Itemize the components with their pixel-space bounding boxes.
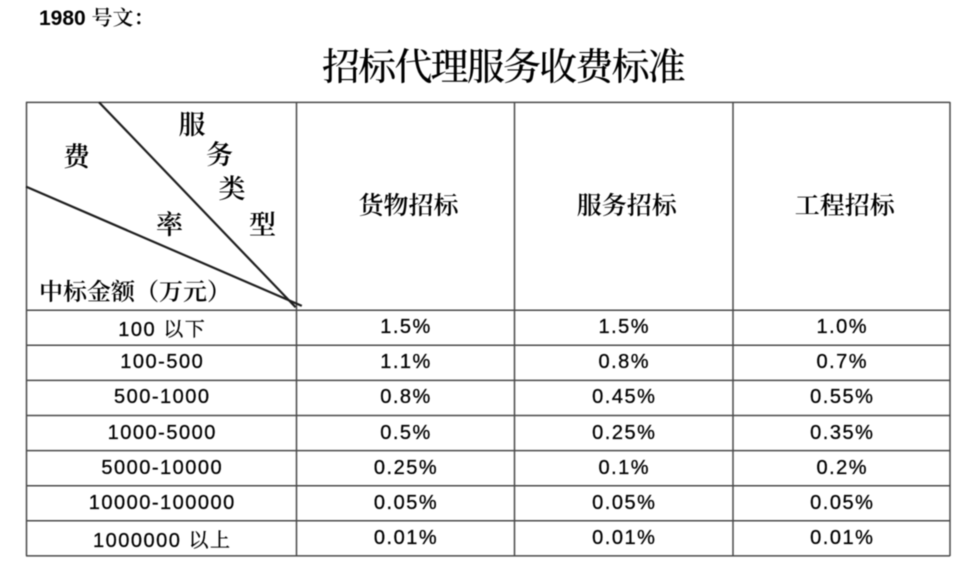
table-row: 5000-10000 0.25% 0.1% 0.2% (26, 451, 950, 486)
amount-cell: 500-1000 (113, 386, 211, 409)
table-rows: 100 以下 1.5% 1.5% 1.0% 100-500 1.1% 0.8% … (26, 311, 950, 557)
rate-cell-goods: 0.5% (380, 421, 432, 444)
rate-cell-goods: 0.25% (373, 456, 439, 479)
rate-cell-goods: 0.05% (373, 491, 439, 514)
column-header-works: 工程招标 (794, 185, 895, 222)
rate-cell-goods: 0.8% (380, 386, 432, 409)
rate-cell-services: 0.05% (592, 491, 657, 514)
amount-cell: 10000-100000 (88, 491, 236, 514)
rate-cell-works: 0.01% (810, 526, 875, 549)
amount-cell: 1000000 以上 (93, 529, 232, 552)
corner-service-type-char-3: 型 (249, 203, 276, 243)
rate-cell-works: 0.05% (810, 491, 875, 514)
page-title: 招标代理服务收费标准 (321, 36, 686, 91)
rate-cell-works: 0.7% (816, 351, 869, 374)
column-headers: 货物招标 服务招标 工程招标 (296, 102, 950, 310)
column-header-goods: 货物招标 (358, 185, 459, 222)
doc-number: 1980 号文： (39, 6, 155, 30)
table-row: 1000-5000 0.5% 0.25% 0.35% (26, 416, 950, 451)
rate-cell-goods: 1.5% (380, 316, 432, 339)
corner-fee-rate-char-0: 费 (63, 135, 90, 175)
table-row: 500-1000 0.8% 0.45% 0.55% (26, 381, 950, 416)
rate-cell-services: 0.1% (598, 456, 651, 479)
amount-cell: 1000-5000 (107, 421, 217, 444)
rate-cell-services: 0.45% (592, 386, 657, 409)
table-row: 1000000 以上 0.01% 0.01% 0.01% (26, 521, 950, 556)
amount-cell: 100-500 (120, 351, 205, 374)
table-row: 100 以下 1.5% 1.5% 1.0% (26, 311, 950, 346)
column-header-services: 服务招标 (576, 185, 677, 222)
table-row: 10000-100000 0.05% 0.05% 0.05% (26, 486, 950, 521)
rate-cell-works: 0.55% (810, 386, 875, 409)
table-row: 100-500 1.1% 0.8% 0.7% (26, 346, 950, 381)
corner-service-type-char-1: 务 (206, 133, 233, 173)
rate-cell-services: 0.01% (592, 526, 657, 549)
rate-cell-goods: 1.1% (380, 351, 432, 374)
corner-fee-rate-char-1: 率 (156, 203, 183, 243)
rate-cell-services: 0.8% (598, 351, 651, 374)
rate-cell-works: 1.0% (816, 316, 869, 339)
rate-cell-services: 1.5% (598, 316, 651, 339)
amount-cell: 100 以下 (118, 319, 207, 342)
rate-cell-works: 0.35% (810, 421, 875, 444)
rate-cell-works: 0.2% (816, 456, 869, 479)
corner-service-type-char-2: 类 (218, 167, 246, 207)
amount-cell: 5000-10000 (101, 456, 224, 479)
rate-cell-services: 0.25% (592, 421, 657, 444)
rate-cell-goods: 0.01% (373, 526, 439, 549)
fee-table: 服 务 类 型 费 率 中标金额（万元） 货物招标 服务招标 工程招标 100 … (25, 101, 951, 558)
corner-amount-label: 中标金额（万元） (39, 272, 231, 308)
corner-service-type-char-0: 服 (178, 103, 206, 143)
